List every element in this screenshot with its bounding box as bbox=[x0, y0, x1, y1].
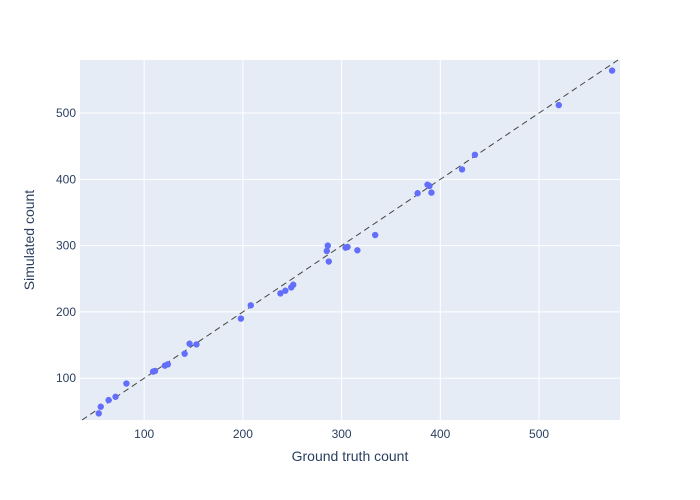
data-point bbox=[97, 403, 104, 410]
data-point bbox=[290, 281, 297, 288]
y-tick-label: 500 bbox=[56, 106, 76, 120]
data-point bbox=[95, 410, 102, 417]
data-point bbox=[324, 242, 331, 249]
data-point bbox=[237, 315, 245, 322]
y-tick-label: 300 bbox=[56, 239, 76, 253]
y-tick-label: 100 bbox=[56, 371, 76, 385]
data-point bbox=[344, 243, 351, 251]
data-point bbox=[193, 341, 200, 348]
y-tick-label: 200 bbox=[56, 305, 76, 319]
x-axis-title: Ground truth count bbox=[292, 448, 409, 464]
data-point bbox=[428, 189, 435, 196]
data-point bbox=[608, 67, 616, 74]
gridlines bbox=[80, 60, 620, 420]
data-point bbox=[164, 361, 172, 368]
data-point bbox=[112, 393, 119, 400]
data-points bbox=[95, 67, 616, 417]
data-point bbox=[555, 101, 562, 109]
y-axis-ticks: 100 200 300 400 500 bbox=[56, 106, 76, 385]
data-point bbox=[323, 247, 331, 255]
data-point bbox=[325, 258, 332, 265]
data-point bbox=[371, 231, 379, 239]
x-tick-label: 300 bbox=[332, 427, 352, 441]
x-tick-label: 400 bbox=[430, 427, 450, 441]
data-point bbox=[458, 166, 466, 173]
data-point bbox=[414, 190, 421, 197]
y-tick-label: 400 bbox=[56, 172, 76, 186]
x-tick-label: 500 bbox=[529, 427, 549, 441]
x-tick-label: 100 bbox=[134, 427, 154, 441]
y-axis-title: Simulated count bbox=[21, 190, 37, 291]
data-point bbox=[186, 340, 193, 347]
data-point bbox=[354, 247, 361, 254]
data-point bbox=[123, 380, 130, 387]
data-point bbox=[282, 287, 289, 294]
data-point bbox=[426, 182, 433, 190]
data-point bbox=[277, 290, 284, 297]
data-point bbox=[105, 396, 112, 404]
x-tick-label: 200 bbox=[233, 427, 253, 441]
reference-line-y-equals-x bbox=[81, 59, 619, 421]
data-point bbox=[151, 367, 159, 375]
data-point bbox=[181, 350, 188, 357]
data-point bbox=[247, 302, 254, 309]
x-axis-ticks: 100 200 300 400 500 bbox=[134, 427, 549, 441]
data-point bbox=[471, 151, 479, 159]
